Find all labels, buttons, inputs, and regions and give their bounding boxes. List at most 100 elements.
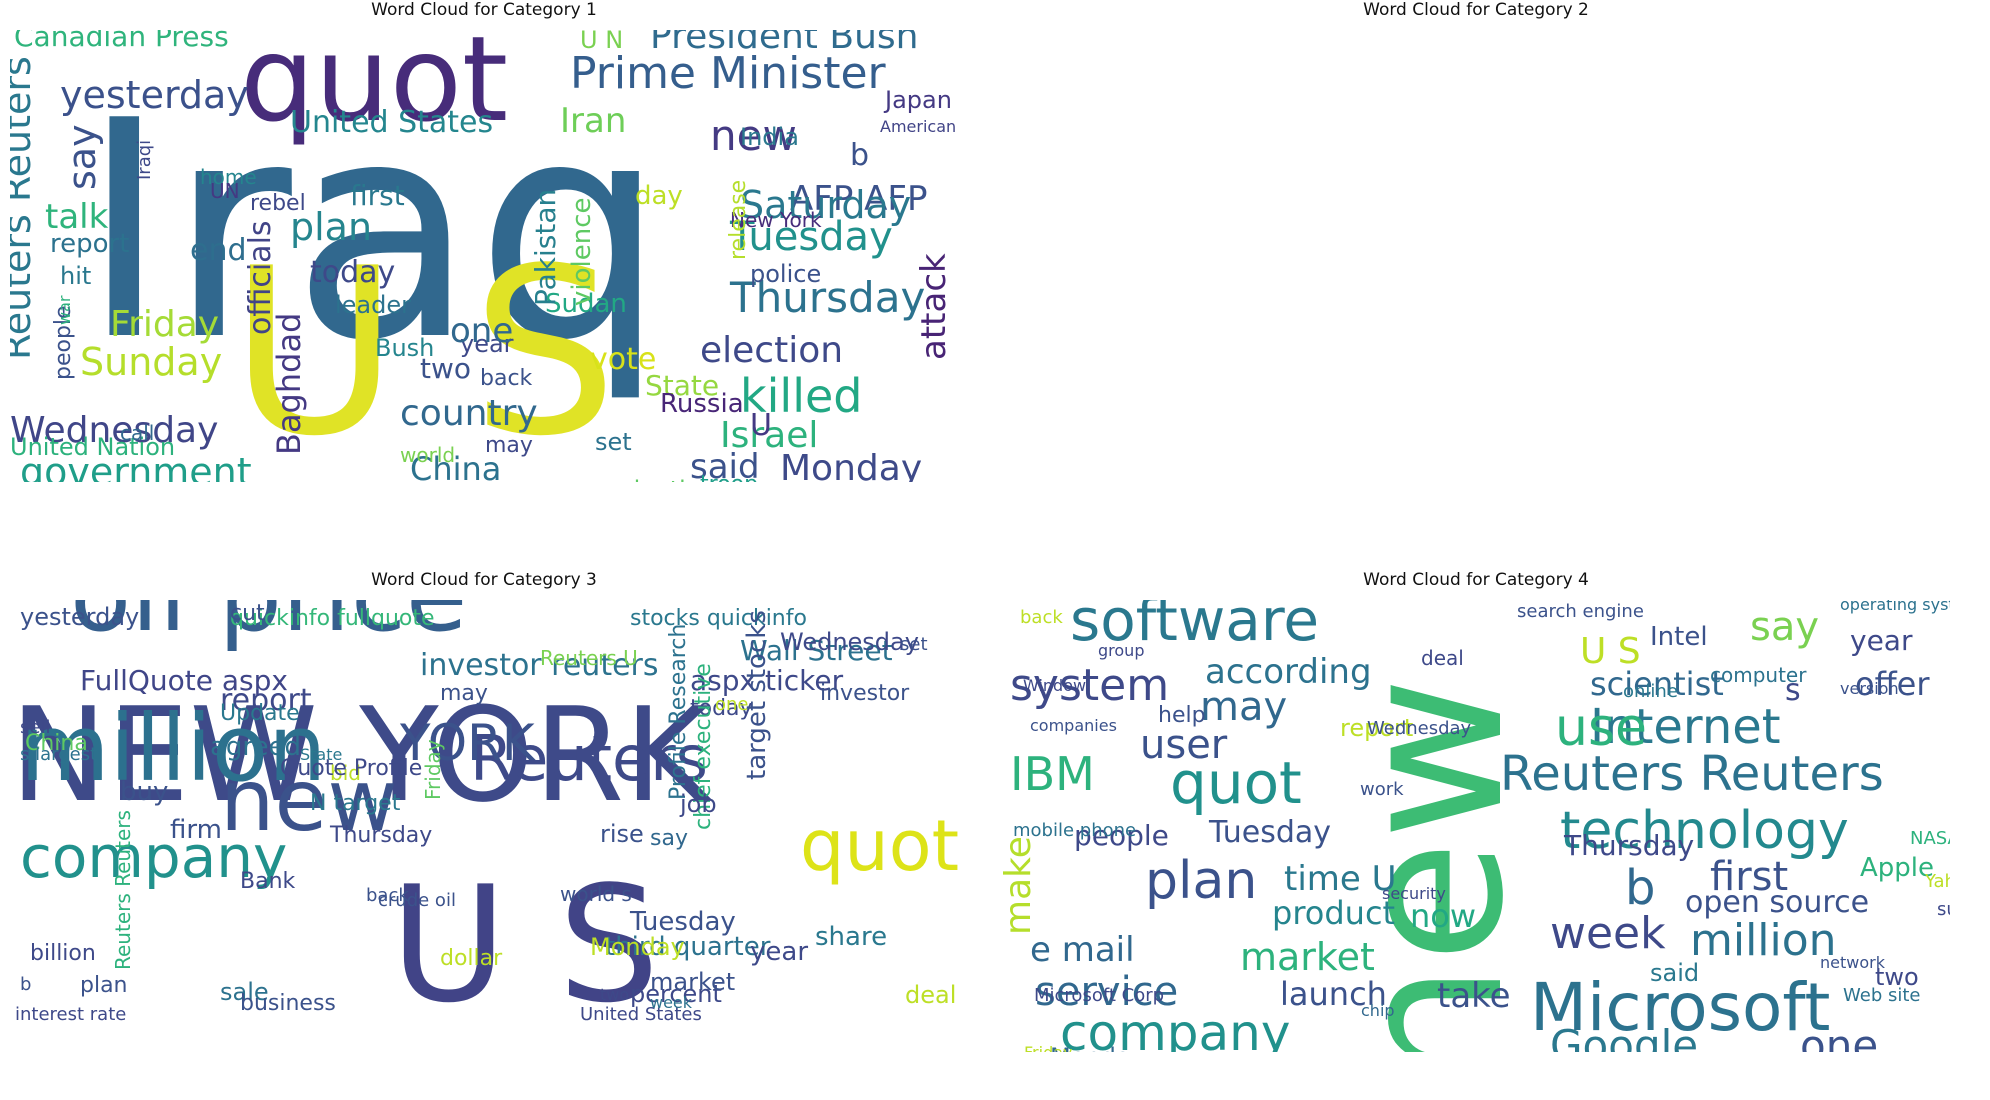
word: U N [580, 30, 623, 54]
word: s [1785, 673, 1801, 708]
word: week [650, 993, 693, 1012]
word: home [200, 165, 257, 189]
word: Iraq [80, 57, 666, 406]
word: Microsoft [1530, 969, 1830, 1046]
word: year [750, 937, 808, 967]
word: first [1710, 854, 1788, 900]
word: death [625, 476, 694, 482]
word: Reuters Reuters [111, 810, 135, 970]
word: back [366, 885, 409, 906]
word: police [750, 260, 821, 288]
word: release [726, 180, 751, 260]
word: President Bush [650, 30, 918, 57]
word: aspx ticker [690, 664, 844, 697]
word: Monday [590, 933, 685, 961]
word: world s [560, 882, 632, 906]
word-cloud: winseasonSteamgameRed Soxplayervictoryle… [1002, 30, 1950, 482]
word: quot [1170, 749, 1302, 817]
word: Bank [240, 869, 296, 894]
word: Saturday [740, 183, 911, 227]
word: Web site [1843, 985, 1920, 1006]
word: e mail [1030, 930, 1135, 970]
word: version [1840, 679, 1899, 698]
word: UN [210, 179, 240, 203]
word: Friday [421, 739, 445, 800]
word: China [410, 450, 501, 482]
word: report [1340, 714, 1413, 742]
word: first [350, 179, 405, 212]
word: rebel [250, 191, 306, 216]
word: Prime Minister [570, 48, 887, 99]
word: said [1650, 959, 1699, 987]
word: Google [1550, 1021, 1698, 1052]
word: killed [740, 369, 862, 423]
word: operating system [1840, 600, 1950, 614]
word: open source [1685, 885, 1869, 920]
word: firm [170, 815, 222, 845]
word: Sudan [545, 289, 627, 319]
word: deal [1421, 646, 1464, 670]
word: dollar [440, 946, 503, 971]
word: Japan [883, 86, 952, 114]
word-cloud-panel-1: Word Cloud for Category 1 Iraq U S quot Pri… [10, 0, 958, 490]
word: Wall Street [740, 634, 893, 667]
word: report [220, 683, 312, 718]
word: one [715, 694, 749, 715]
word: Tuesday [629, 907, 736, 937]
panel-title: Word Cloud for Category 3 [371, 570, 597, 590]
word-cloud-panel-4: Word Cloud for Category 4 new software Mic… [1002, 570, 1950, 1060]
word: two [1875, 963, 1919, 991]
word: AFP AFP [790, 179, 927, 219]
panel-title: Word Cloud for Category 4 [1363, 570, 1589, 590]
word: Profile Research [666, 624, 691, 800]
word: say [650, 826, 688, 851]
word: b [850, 138, 869, 173]
word: U S [390, 851, 660, 1038]
word: United States [290, 105, 493, 140]
panel-title: Word Cloud for Category 1 [371, 0, 597, 20]
word: user [1140, 722, 1228, 768]
word: Tuesday [729, 214, 893, 260]
word: mobile phone [1013, 820, 1136, 841]
word: launch [1280, 975, 1387, 1013]
word: Reuters Reuters [10, 56, 39, 360]
word: market [650, 968, 735, 996]
word: report [50, 229, 129, 259]
word: set [900, 634, 928, 655]
word: stocks quickinfo [630, 606, 807, 631]
word: back [480, 366, 533, 391]
word: Quote Profile [280, 756, 422, 781]
word: Israel [720, 415, 818, 456]
word: one [450, 311, 513, 351]
word: NEW YORK [10, 679, 712, 831]
word: interest rate [15, 1004, 126, 1025]
word: share [815, 922, 887, 952]
word: take [1437, 976, 1511, 1016]
word: Baghdad [270, 313, 308, 455]
word: two [600, 985, 629, 1004]
word: plan [290, 205, 372, 249]
word: investor [820, 681, 910, 706]
word: online [1623, 681, 1678, 702]
word: American [880, 117, 956, 136]
word: target stocks [742, 610, 772, 780]
word: may [440, 681, 488, 706]
word: said [690, 447, 760, 482]
word: may [485, 433, 533, 458]
word-cloud: new software Microsoft company technology Reu… [1002, 600, 1950, 1052]
word: Window [1023, 676, 1086, 695]
word: Linux [1293, 1050, 1358, 1052]
word: job [679, 790, 717, 818]
word: yesterday [60, 73, 249, 117]
word: New York [730, 208, 822, 232]
word: Wednesday [780, 628, 919, 656]
word: war [55, 295, 74, 325]
word: back [1020, 607, 1063, 628]
word: crude oil [378, 890, 456, 911]
word: people [1074, 819, 1169, 852]
word: Apple [1860, 853, 1934, 883]
word: system [1010, 660, 1169, 711]
word: today [690, 696, 753, 721]
word: offer [1855, 665, 1930, 703]
word: FullQuote aspx [80, 664, 288, 697]
